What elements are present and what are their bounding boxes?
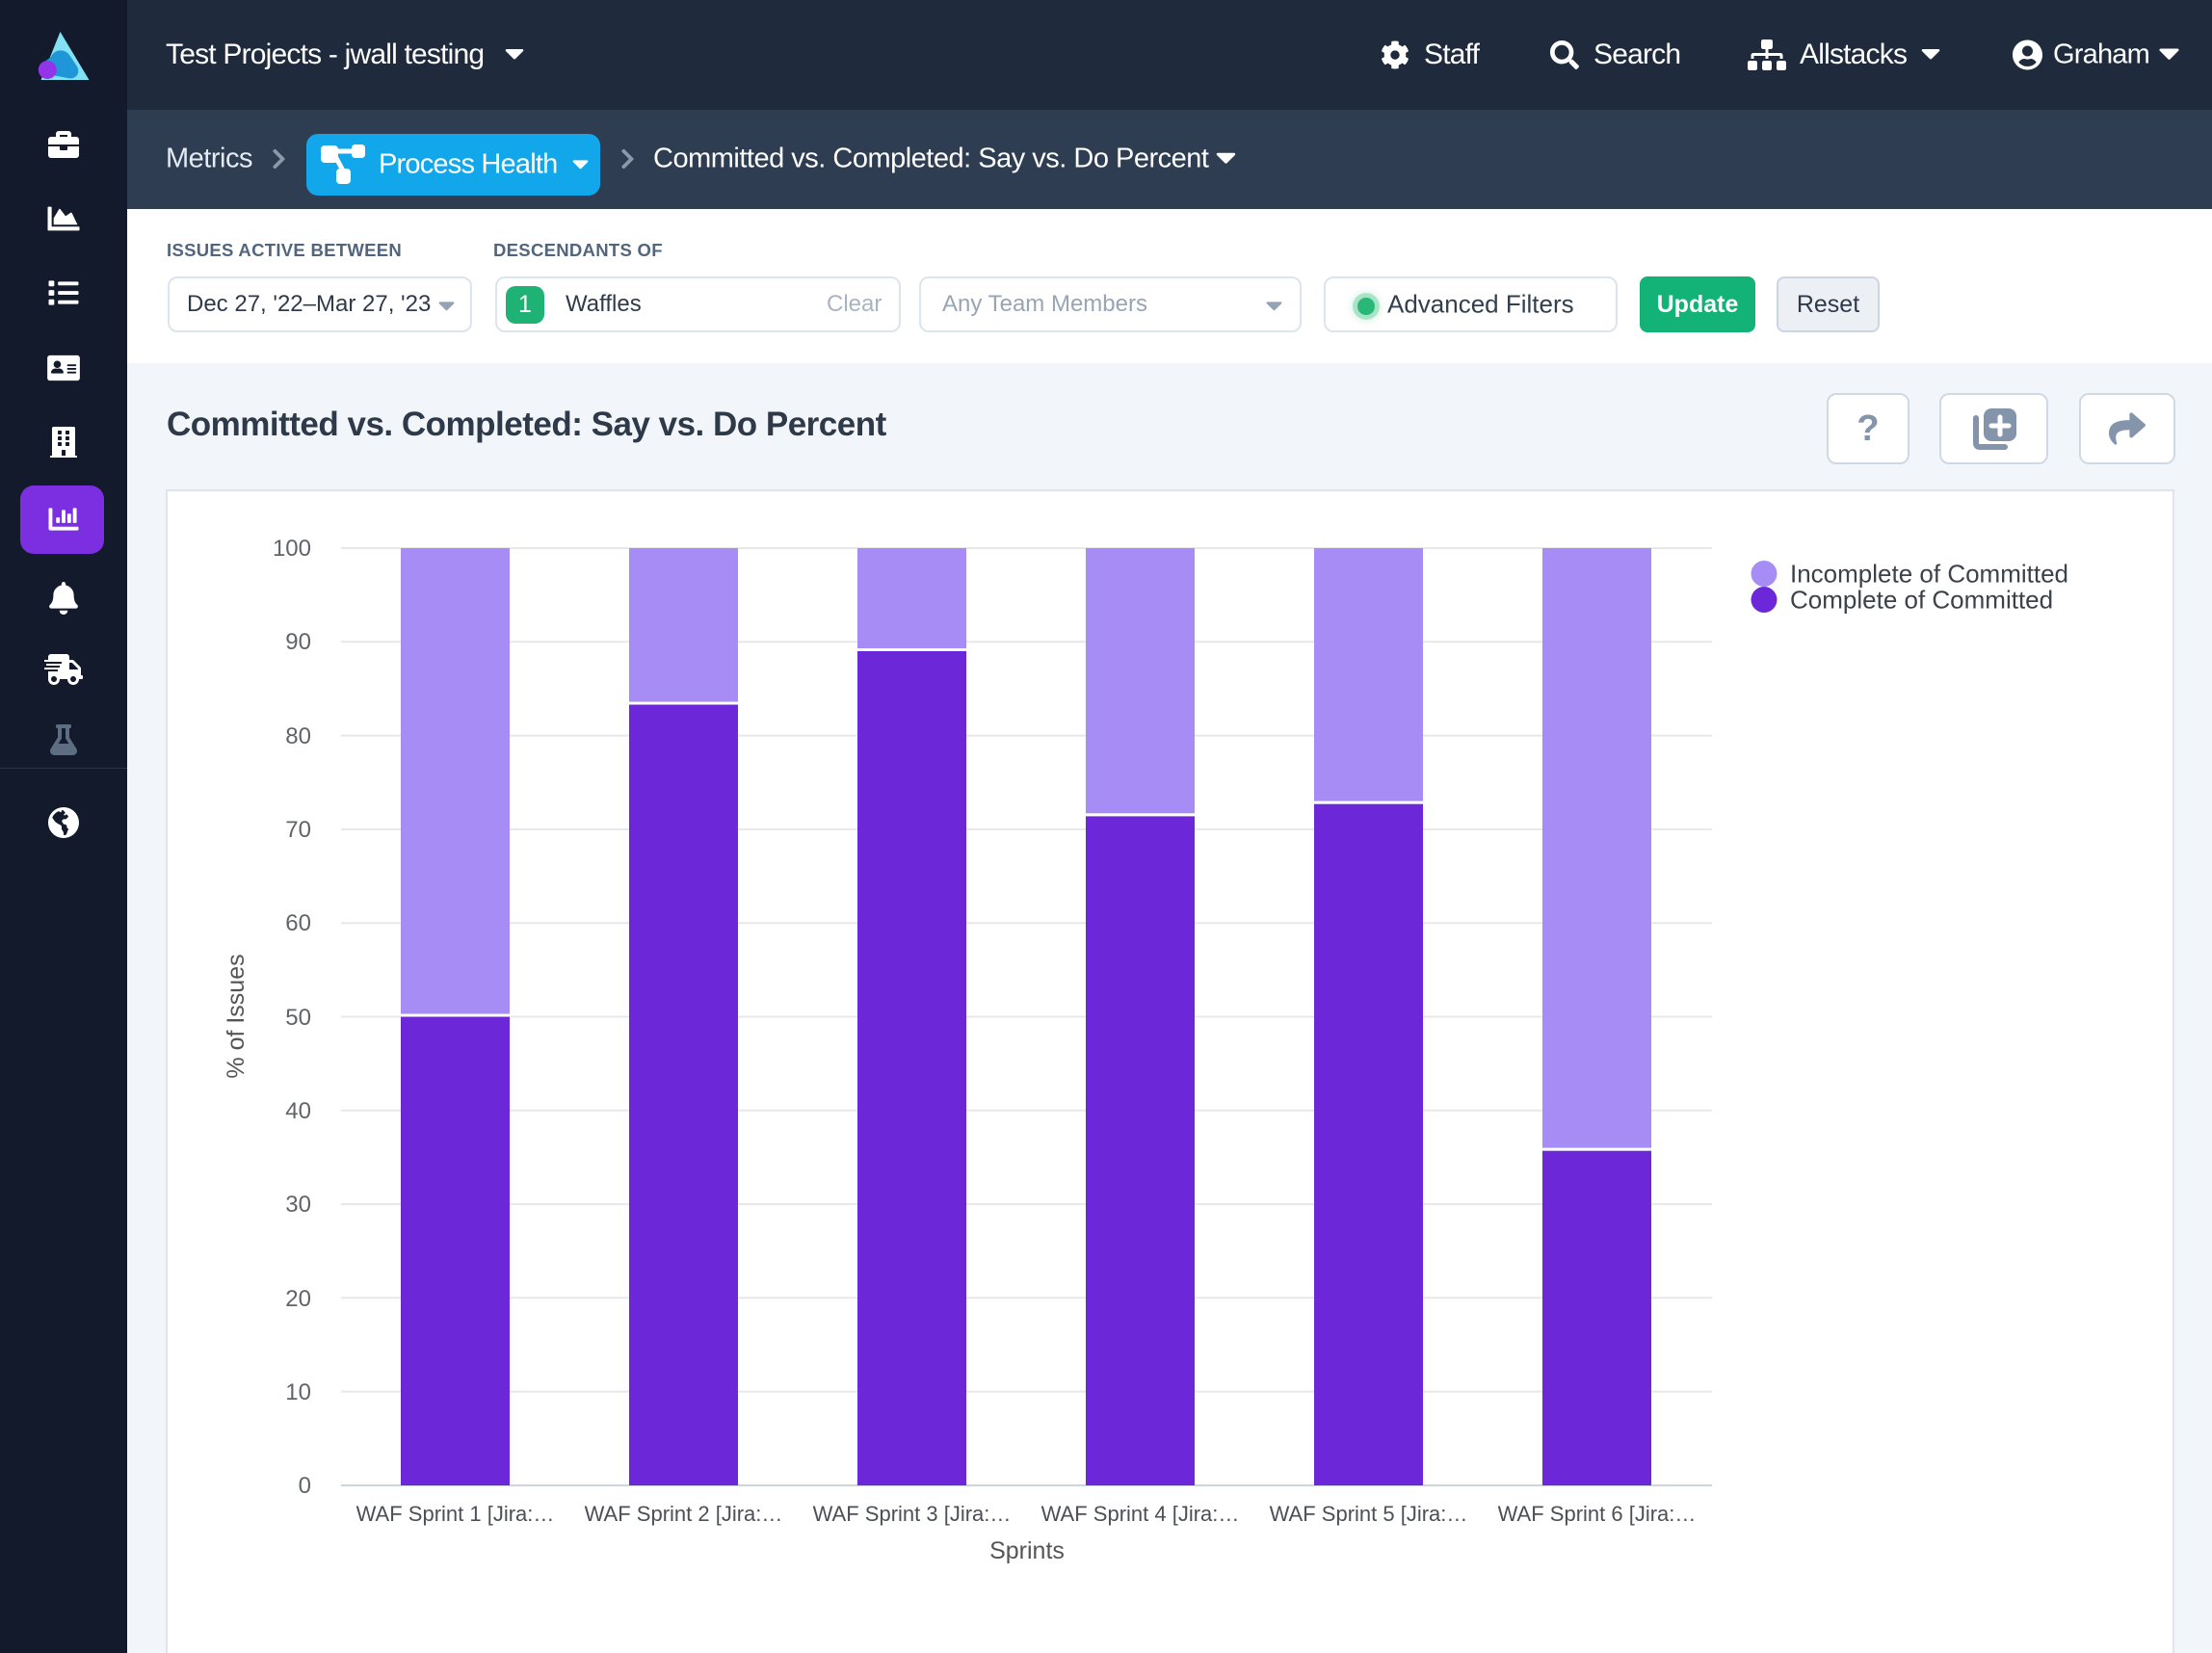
svg-text:Incomplete of Committed: Incomplete of Committed: [1790, 560, 2068, 589]
svg-text:WAF Sprint 4 [Jira:…: WAF Sprint 4 [Jira:…: [1041, 1502, 1240, 1526]
svg-text:% of Issues: % of Issues: [223, 954, 250, 1078]
svg-text:0: 0: [299, 1473, 311, 1499]
svg-text:70: 70: [285, 817, 311, 843]
svg-text:WAF Sprint 6 [Jira:…: WAF Sprint 6 [Jira:…: [1498, 1502, 1697, 1526]
svg-text:WAF Sprint 3 [Jira:…: WAF Sprint 3 [Jira:…: [813, 1502, 1012, 1526]
svg-text:100: 100: [273, 536, 311, 562]
svg-text:20: 20: [285, 1286, 311, 1312]
svg-text:90: 90: [285, 629, 311, 655]
svg-text:60: 60: [285, 910, 311, 936]
svg-text:WAF Sprint 2 [Jira:…: WAF Sprint 2 [Jira:…: [585, 1502, 783, 1526]
svg-text:Complete of Committed: Complete of Committed: [1790, 586, 2053, 615]
svg-text:Sprints: Sprints: [989, 1537, 1065, 1564]
svg-text:30: 30: [285, 1192, 311, 1218]
svg-text:WAF Sprint 5 [Jira:…: WAF Sprint 5 [Jira:…: [1270, 1502, 1468, 1526]
svg-text:10: 10: [285, 1379, 311, 1405]
svg-text:80: 80: [285, 723, 311, 749]
svg-text:40: 40: [285, 1098, 311, 1124]
svg-text:50: 50: [285, 1005, 311, 1031]
svg-text:WAF Sprint 1 [Jira:…: WAF Sprint 1 [Jira:…: [356, 1502, 555, 1526]
